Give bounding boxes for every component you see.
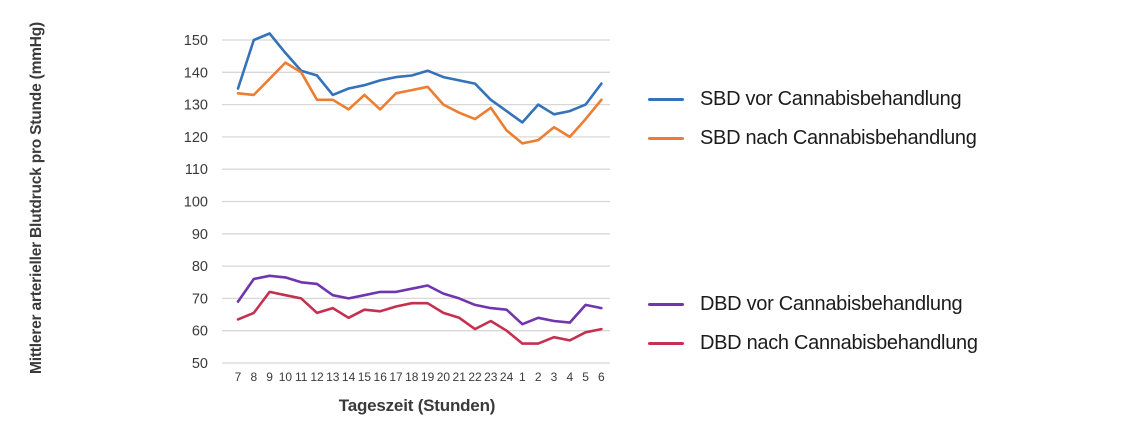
x-tick-label-22: 22 — [468, 370, 482, 384]
x-tick-label-23: 23 — [484, 370, 498, 384]
y-tick-label-120: 120 — [184, 130, 208, 146]
legend-dbd: DBD vor Cannabisbehandlung DBD nach Cann… — [648, 292, 978, 355]
legend-line-swatch-sbd-vor — [648, 97, 684, 101]
x-tick-label-12: 12 — [310, 370, 324, 384]
y-tick-label-150: 150 — [184, 33, 208, 49]
x-tick-label-6: 6 — [598, 370, 605, 384]
y-tick-label-60: 60 — [192, 324, 208, 340]
legend-item-sbd-vor: SBD vor Cannabisbehandlung — [648, 87, 977, 111]
legend-item-sbd-nach: SBD nach Cannabisbehandlung — [648, 126, 977, 150]
x-tick-label-16: 16 — [374, 370, 388, 384]
x-tick-label-19: 19 — [421, 370, 435, 384]
x-tick-label-13: 13 — [326, 370, 340, 384]
legend-item-dbd-vor: DBD vor Cannabisbehandlung — [648, 292, 978, 316]
x-axis-title: Tageszeit (Stunden) — [338, 396, 496, 415]
x-tick-label-5: 5 — [582, 370, 589, 384]
x-tick-label-8: 8 — [250, 370, 257, 384]
x-tick-label-21: 21 — [453, 370, 467, 384]
x-tick-label-1: 1 — [519, 370, 526, 384]
series-line-3 — [236, 290, 603, 345]
series-line-1 — [236, 61, 603, 145]
y-tick-label-140: 140 — [184, 65, 208, 81]
x-tick-label-7: 7 — [235, 370, 242, 384]
x-tick-label-24: 24 — [500, 370, 514, 384]
y-tick-label-110: 110 — [185, 162, 208, 178]
legend-item-dbd-nach: DBD nach Cannabisbehandlung — [648, 331, 978, 355]
x-tick-label-20: 20 — [437, 370, 451, 384]
y-tick-label-130: 130 — [184, 98, 208, 114]
legend-label-sbd-nach: SBD nach Cannabisbehandlung — [700, 126, 977, 149]
y-tick-label-70: 70 — [192, 291, 208, 307]
y-tick-label-100: 100 — [184, 195, 208, 211]
x-tick-label-4: 4 — [566, 370, 573, 384]
x-tick-label-9: 9 — [266, 370, 273, 384]
x-tick-label-17: 17 — [389, 370, 403, 384]
x-tick-label-11: 11 — [295, 370, 308, 384]
x-tick-label-2: 2 — [535, 370, 542, 384]
y-tick-label-50: 50 — [192, 356, 208, 372]
y-tick-label-90: 90 — [192, 227, 208, 243]
y-axis-title: Mittlerer arterieller Blutdruck pro Stun… — [28, 22, 45, 374]
x-tick-label-3: 3 — [551, 370, 558, 384]
x-tick-label-10: 10 — [279, 370, 293, 384]
legend-line-swatch-dbd-nach — [648, 341, 684, 345]
legend-line-swatch-dbd-vor — [648, 302, 684, 306]
legend-label-sbd-vor: SBD vor Cannabisbehandlung — [700, 87, 962, 110]
legend-label-dbd-vor: DBD vor Cannabisbehandlung — [700, 292, 963, 315]
legend-line-swatch-sbd-nach — [648, 136, 684, 140]
legend-label-dbd-nach: DBD nach Cannabisbehandlung — [700, 331, 978, 354]
series-line-0 — [236, 32, 603, 124]
y-tick-label-80: 80 — [192, 259, 208, 275]
legend-sbd: SBD vor Cannabisbehandlung SBD nach Cann… — [648, 87, 977, 150]
x-tick-label-18: 18 — [405, 370, 419, 384]
x-tick-label-14: 14 — [342, 370, 356, 384]
x-tick-label-15: 15 — [358, 370, 372, 384]
series-line-2 — [236, 274, 603, 326]
